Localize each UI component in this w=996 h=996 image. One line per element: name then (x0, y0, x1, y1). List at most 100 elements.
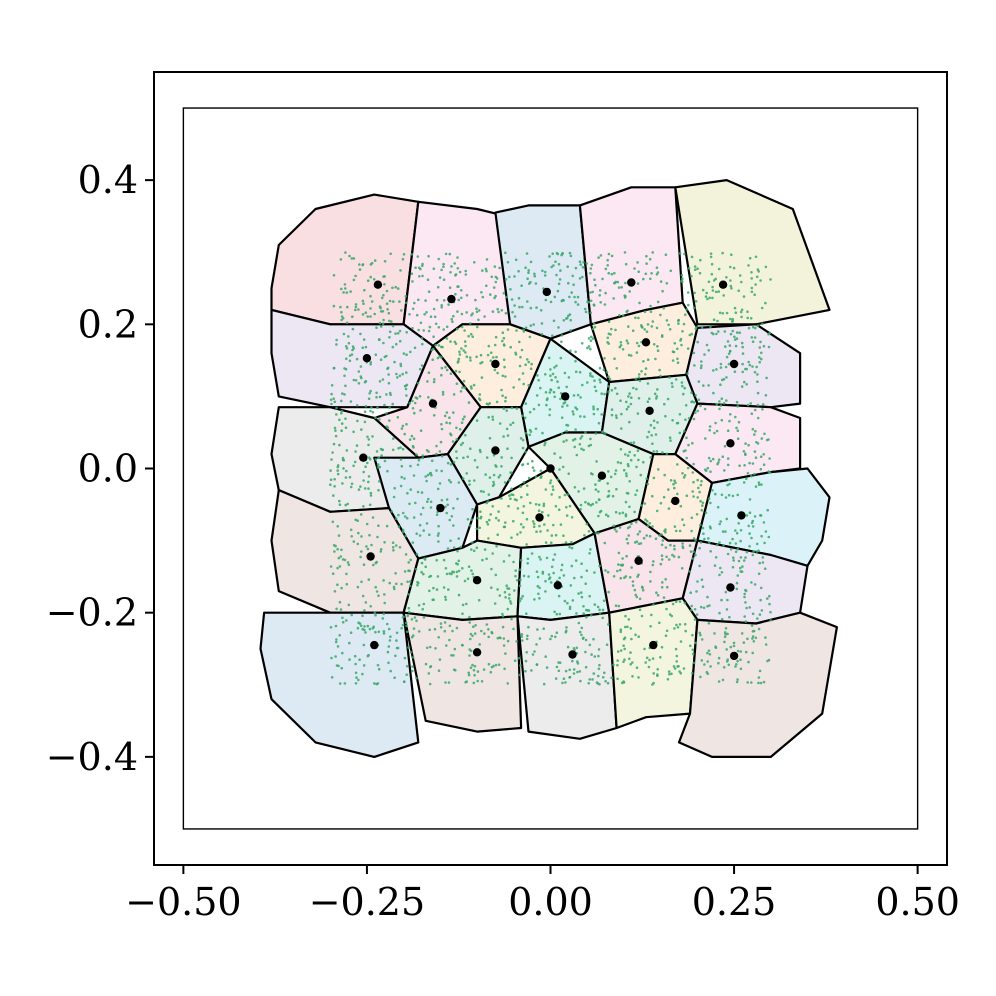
sample-point (436, 534, 440, 537)
sample-point (625, 554, 628, 558)
sample-point (547, 514, 550, 517)
sample-point (339, 258, 343, 261)
sample-point (734, 529, 737, 532)
sample-point (421, 342, 424, 346)
sample-point (569, 318, 572, 322)
sample-point (671, 553, 674, 557)
sample-point (604, 513, 608, 516)
sample-point (683, 386, 686, 390)
sample-point (331, 572, 335, 575)
sample-point (496, 588, 499, 591)
sample-point (633, 588, 637, 592)
sample-point (519, 355, 522, 359)
sample-point (462, 349, 466, 352)
sample-point (715, 543, 719, 547)
sample-point (652, 681, 655, 685)
sample-point (621, 557, 624, 560)
sample-point (369, 409, 372, 413)
sample-point (343, 393, 346, 396)
sample-point (532, 407, 536, 411)
sample-point (731, 329, 734, 333)
sample-point (590, 614, 593, 617)
sample-point (706, 297, 709, 301)
sample-point (415, 553, 419, 556)
sample-point (731, 320, 734, 323)
sample-point (724, 345, 727, 348)
sample-point (659, 280, 663, 283)
sample-point (661, 451, 664, 454)
sample-point (624, 281, 627, 285)
sample-point (544, 441, 547, 445)
sample-point (428, 682, 432, 686)
sample-point (334, 544, 337, 548)
sample-point (609, 475, 613, 479)
sample-point (537, 503, 541, 507)
sample-point (579, 263, 582, 266)
sample-point (436, 575, 440, 578)
sample-point (478, 393, 482, 396)
sample-point (374, 416, 377, 420)
sample-point (413, 346, 417, 350)
sample-point (673, 486, 676, 490)
sample-point (342, 332, 346, 336)
sample-point (465, 311, 469, 314)
sample-point (334, 429, 337, 432)
sample-point (416, 255, 420, 258)
sample-point (721, 251, 724, 255)
sample-point (510, 298, 514, 301)
sample-point (436, 285, 440, 289)
sample-point (718, 407, 721, 411)
sample-point (442, 299, 446, 302)
sample-point (543, 270, 547, 274)
sample-point (707, 280, 711, 284)
sample-point (336, 547, 339, 551)
sample-point (691, 557, 695, 560)
sample-point (514, 353, 518, 356)
sample-point (484, 473, 488, 476)
sample-point (630, 522, 633, 526)
sample-point (715, 368, 718, 371)
sample-point (574, 350, 577, 354)
sample-point (525, 358, 529, 361)
sample-point (375, 590, 379, 593)
sample-point (707, 649, 711, 652)
sample-point (374, 585, 378, 589)
sample-point (578, 670, 582, 673)
sample-point (553, 553, 557, 556)
sample-point (615, 416, 618, 420)
sample-point (554, 376, 557, 379)
sample-point (403, 477, 406, 480)
sample-point (494, 516, 498, 520)
sample-point (765, 376, 768, 380)
sample-point (359, 624, 363, 628)
sample-point (665, 607, 668, 611)
sample-point (665, 319, 669, 322)
sample-point (618, 526, 622, 529)
sample-point (693, 608, 697, 611)
sample-point (458, 428, 462, 431)
sample-point (518, 305, 521, 309)
sample-point (541, 269, 544, 273)
sample-point (710, 272, 714, 276)
sample-point (693, 265, 697, 268)
sample-point (696, 409, 699, 413)
sample-point (400, 626, 403, 630)
sample-point (429, 574, 433, 578)
sample-point (397, 513, 400, 517)
sample-point (725, 355, 729, 359)
voronoi-cell-1 (270, 193, 420, 326)
sample-point (405, 331, 409, 334)
sample-point (476, 466, 479, 469)
sample-point (415, 397, 419, 400)
sample-point (488, 402, 492, 405)
sample-point (707, 537, 710, 540)
sample-point (595, 460, 598, 463)
sample-point (477, 309, 481, 312)
sample-point (509, 600, 512, 603)
sample-point (674, 378, 678, 381)
sample-point (519, 437, 523, 440)
sample-point (591, 375, 594, 378)
sample-point (520, 495, 523, 499)
sample-point (540, 475, 543, 478)
sample-point (694, 394, 697, 397)
